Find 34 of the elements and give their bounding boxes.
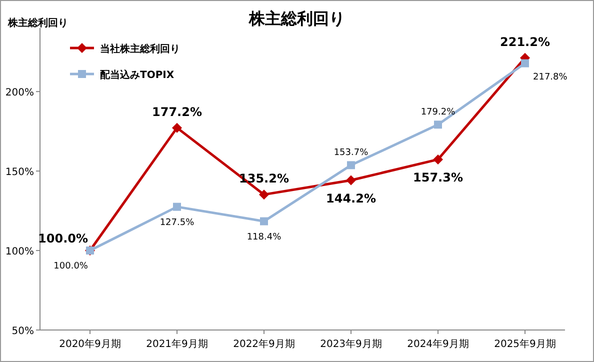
data-label: 153.7% bbox=[334, 148, 369, 158]
point bbox=[347, 161, 355, 170]
data-label: 217.8% bbox=[533, 72, 568, 82]
legend-label: 配当込みTOPIX bbox=[100, 69, 174, 81]
x-tick-label: 2025年9月期 bbox=[494, 338, 556, 350]
data-label: 221.2% bbox=[500, 34, 550, 49]
x-tick-label: 2024年9月期 bbox=[407, 338, 469, 350]
data-label: 100.0% bbox=[38, 232, 88, 246]
point bbox=[434, 120, 442, 129]
data-label: 144.2% bbox=[326, 191, 376, 206]
y-axis-title: 株主総利回り bbox=[7, 17, 68, 29]
data-label: 118.4% bbox=[246, 232, 282, 242]
legend-label: 当社株主総利回り bbox=[100, 43, 180, 55]
x-tick-label: 2020年9月期 bbox=[59, 338, 121, 350]
chart-title: 株主総利回り bbox=[248, 9, 345, 28]
y-tick-label: 100% bbox=[5, 246, 34, 258]
point bbox=[259, 190, 269, 200]
point bbox=[521, 59, 529, 68]
data-label: 127.5% bbox=[160, 218, 195, 228]
point bbox=[260, 217, 268, 226]
data-label: 179.2% bbox=[420, 108, 456, 118]
y-tick-label: 150% bbox=[5, 167, 34, 178]
point bbox=[433, 154, 443, 164]
x-tick-label: 2023年9月期 bbox=[320, 338, 382, 350]
x-tick-label: 2022年9月期 bbox=[233, 338, 295, 350]
point bbox=[172, 122, 182, 133]
data-label: 100.0% bbox=[54, 262, 88, 272]
x-tick-label: 2021年9月期 bbox=[146, 338, 208, 350]
data-label: 157.3% bbox=[413, 170, 463, 184]
y-tick-label: 50% bbox=[12, 326, 34, 337]
data-label: 177.2% bbox=[152, 104, 202, 119]
point bbox=[173, 202, 181, 211]
point bbox=[346, 175, 356, 186]
y-tick-label: 200% bbox=[5, 88, 34, 99]
